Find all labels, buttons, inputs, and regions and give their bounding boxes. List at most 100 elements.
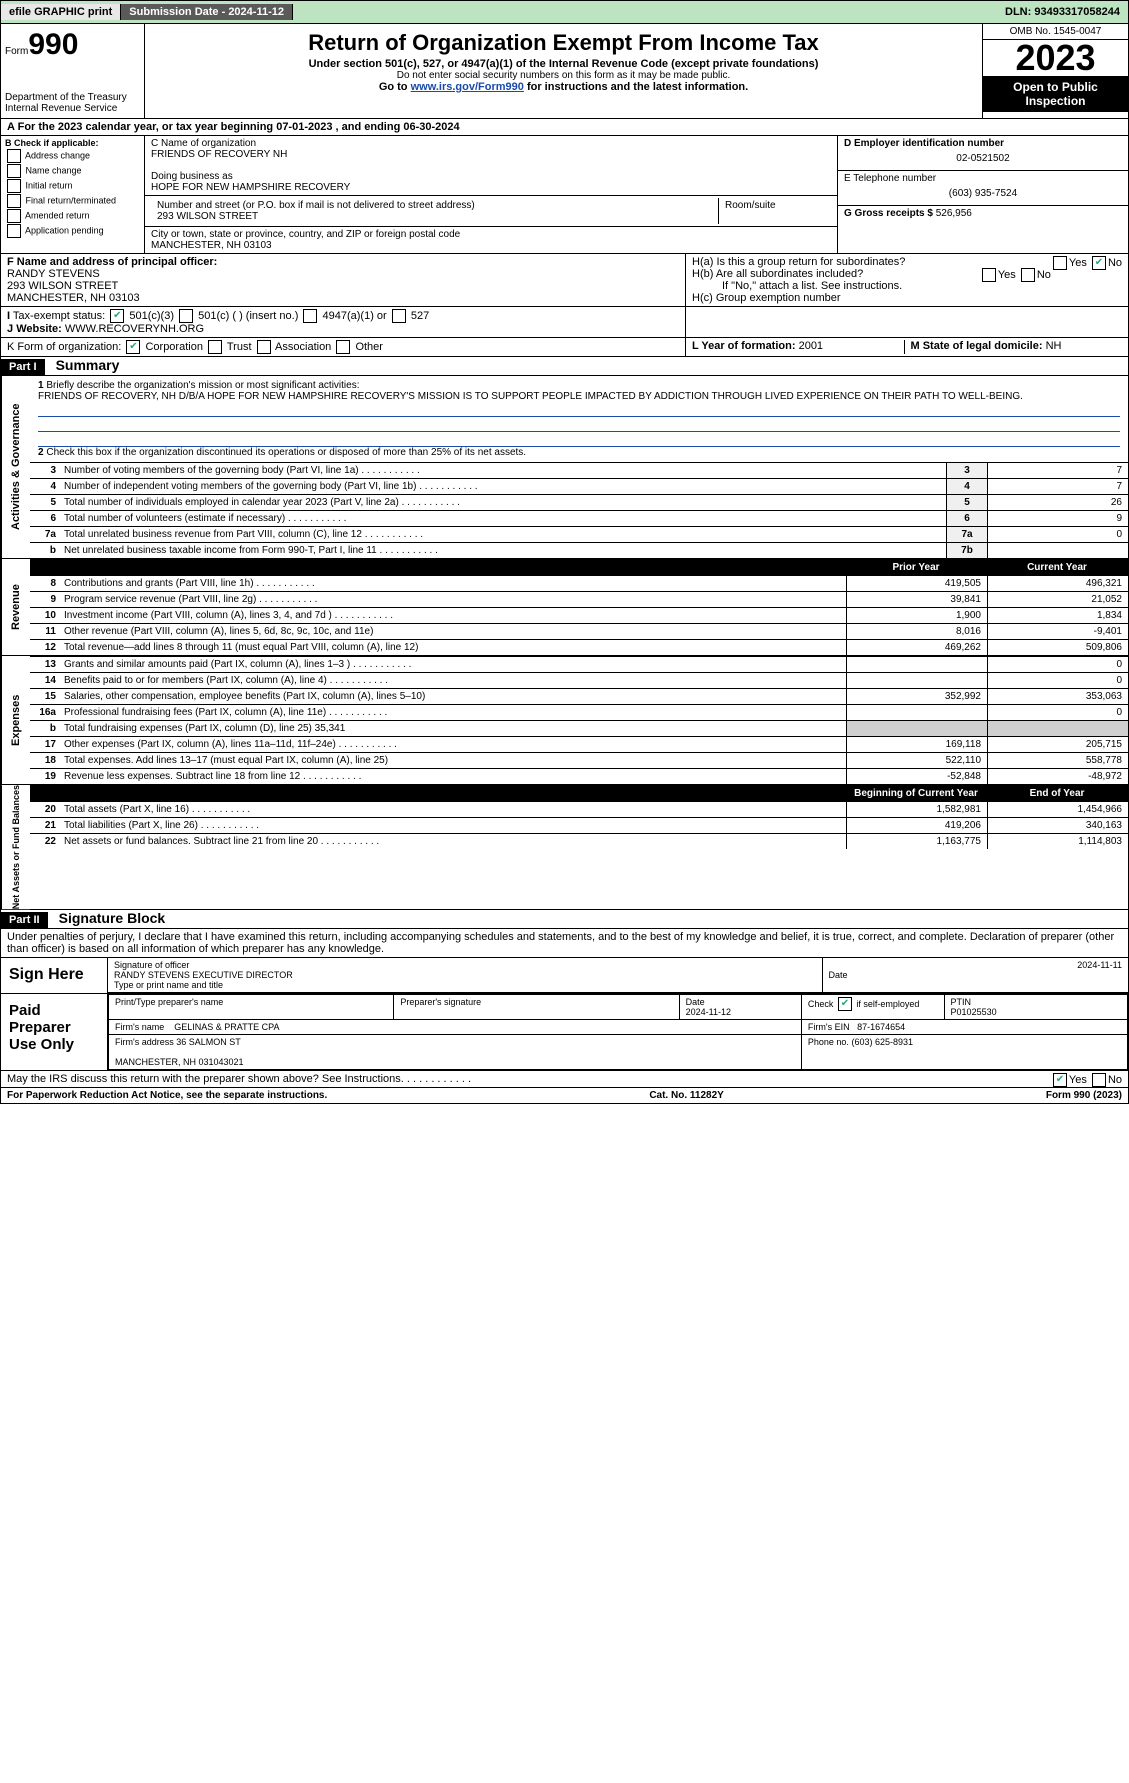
i-o2: 501(c) ( ) (insert no.) (198, 310, 298, 322)
rev-row: 12Total revenue—add lines 8 through 11 (… (30, 640, 1128, 656)
cy-hdr: Current Year (988, 560, 1129, 576)
part1-header: Part I Summary (0, 357, 1129, 376)
part1-label: Part I (1, 359, 45, 375)
gov-row: 7aTotal unrelated business revenue from … (30, 527, 1128, 543)
c-room-label: Room/suite (719, 198, 831, 224)
addr-lbl: Firm's address (115, 1037, 174, 1047)
i-4947[interactable] (303, 309, 317, 323)
py-hdr: Prior Year (847, 560, 988, 576)
f-officer: RANDY STEVENS 293 WILSON STREET MANCHEST… (7, 268, 679, 304)
m-label: M State of legal domicile: (911, 340, 1043, 352)
self-emp-check[interactable] (838, 997, 852, 1011)
d-label: D Employer identification number (844, 138, 1004, 149)
pdate-lbl: Date (686, 997, 705, 1007)
sig-type-label: Type or print name and title (114, 980, 816, 990)
title-box: Return of Organization Exempt From Incom… (145, 24, 982, 118)
part1-title: Summary (48, 357, 120, 373)
f-label: F Name and address of principal officer: (7, 256, 217, 268)
k-assoc[interactable] (257, 340, 271, 354)
b-opt-pending[interactable]: Application pending (5, 224, 140, 238)
hc-label: H(c) Group exemption number (692, 292, 1122, 304)
irs-link[interactable]: www.irs.gov/Form990 (411, 81, 524, 93)
d-ein: 02-0521502 (844, 149, 1122, 168)
efile-print[interactable]: efile GRAPHIC print (1, 4, 121, 20)
block-revenue: Revenue Prior YearCurrent Year 8Contribu… (0, 559, 1129, 656)
k-o3: Association (275, 341, 331, 353)
firm-ein: 87-1674654 (857, 1022, 905, 1032)
i-501c3[interactable] (110, 309, 124, 323)
exp-row: 16aProfessional fundraising fees (Part I… (30, 705, 1128, 721)
l-label: L Year of formation: (692, 340, 796, 352)
net-py-hdr: Beginning of Current Year (847, 786, 988, 802)
i-label: Tax-exempt status: (13, 310, 105, 322)
c-name: FRIENDS OF RECOVERY NH (151, 149, 831, 160)
i-o4: 527 (411, 310, 429, 322)
k-corp[interactable] (126, 340, 140, 354)
ha-yes[interactable] (1053, 256, 1067, 270)
discuss-row: May the IRS discuss this return with the… (0, 1071, 1129, 1088)
net-row: 21Total liabilities (Part X, line 26)419… (30, 818, 1128, 834)
exp-row: 14Benefits paid to or for members (Part … (30, 673, 1128, 689)
firm-lbl: Firm's name (115, 1022, 164, 1032)
form-header: Form990 Department of the Treasury Inter… (0, 24, 1129, 119)
line-a-text: For the 2023 calendar year, or tax year … (18, 121, 460, 133)
b-opt-final[interactable]: Final return/terminated (5, 194, 140, 208)
col-c: C Name of organization FRIENDS OF RECOVE… (145, 136, 837, 253)
net-row: 22Net assets or fund balances. Subtract … (30, 834, 1128, 850)
block-net: Net Assets or Fund Balances Beginning of… (0, 785, 1129, 910)
q1: Briefly describe the organization's miss… (46, 380, 359, 391)
part2-label: Part II (1, 912, 48, 928)
paid-preparer-block: Paid Preparer Use Only Print/Type prepar… (0, 994, 1129, 1071)
k-trust[interactable] (208, 340, 222, 354)
k-label: K Form of organization: (7, 341, 121, 353)
col-d: D Employer identification number 02-0521… (837, 136, 1128, 253)
side-expenses: Expenses (1, 656, 30, 784)
paid-label: Paid Preparer Use Only (1, 994, 108, 1070)
pdate: 2024-11-12 (686, 1007, 731, 1017)
ptin: P01025530 (951, 1007, 997, 1017)
discuss-text: May the IRS discuss this return with the… (7, 1073, 471, 1085)
governance-table: 3Number of voting members of the governi… (30, 462, 1128, 558)
k-o4: Other (355, 341, 383, 353)
page-footer: For Paperwork Reduction Act Notice, see … (0, 1088, 1129, 1104)
exp-row: 18Total expenses. Add lines 13–17 (must … (30, 753, 1128, 769)
b-opt-address[interactable]: Address change (5, 149, 140, 163)
hb-yes[interactable] (982, 268, 996, 282)
exp-row: bTotal fundraising expenses (Part IX, co… (30, 721, 1128, 737)
discuss-no[interactable] (1092, 1073, 1106, 1087)
exp-row: 17Other expenses (Part IX, column (A), l… (30, 737, 1128, 753)
side-revenue: Revenue (1, 559, 30, 655)
hb-no[interactable] (1021, 268, 1035, 282)
l-year: 2001 (799, 340, 823, 352)
topbar: efile GRAPHIC print Submission Date - 20… (0, 0, 1129, 24)
phone-lbl: Phone no. (808, 1037, 849, 1047)
sign-here-block: Sign Here Signature of officer RANDY STE… (0, 958, 1129, 994)
form-id-box: Form990 Department of the Treasury Inter… (1, 24, 145, 118)
net-row: 20Total assets (Part X, line 16)1,582,98… (30, 802, 1128, 818)
subtitle-1: Under section 501(c), 527, or 4947(a)(1)… (153, 58, 974, 70)
gov-row: bNet unrelated business taxable income f… (30, 543, 1128, 559)
i-501c[interactable] (179, 309, 193, 323)
g-label: G Gross receipts $ (844, 208, 933, 219)
i-527[interactable] (392, 309, 406, 323)
gov-row: 5Total number of individuals employed in… (30, 495, 1128, 511)
line-a: A For the 2023 calendar year, or tax yea… (0, 119, 1129, 136)
submission-date: Submission Date - 2024-11-12 (121, 4, 293, 20)
b-opt-amended[interactable]: Amended return (5, 209, 140, 223)
subtitle-2: Do not enter social security numbers on … (153, 70, 974, 81)
b-opt-name[interactable]: Name change (5, 164, 140, 178)
discuss-yes[interactable] (1053, 1073, 1067, 1087)
exp-row: 19Revenue less expenses. Subtract line 1… (30, 769, 1128, 785)
sig-officer-label: Signature of officer (114, 960, 816, 970)
k-other[interactable] (336, 340, 350, 354)
rev-row: 11Other revenue (Part VIII, column (A), … (30, 624, 1128, 640)
b-opt-initial[interactable]: Initial return (5, 179, 140, 193)
gov-row: 4Number of independent voting members of… (30, 479, 1128, 495)
c-dba-label: Doing business as (151, 171, 831, 182)
side-net: Net Assets or Fund Balances (1, 785, 30, 909)
dln: DLN: 93493317058244 (997, 4, 1128, 20)
ha-no[interactable] (1092, 256, 1106, 270)
year-box: OMB No. 1545-0047 2023 Open to Public In… (982, 24, 1128, 118)
k-o2: Trust (227, 341, 252, 353)
j-website: WWW.RECOVERYNH.ORG (65, 323, 204, 335)
